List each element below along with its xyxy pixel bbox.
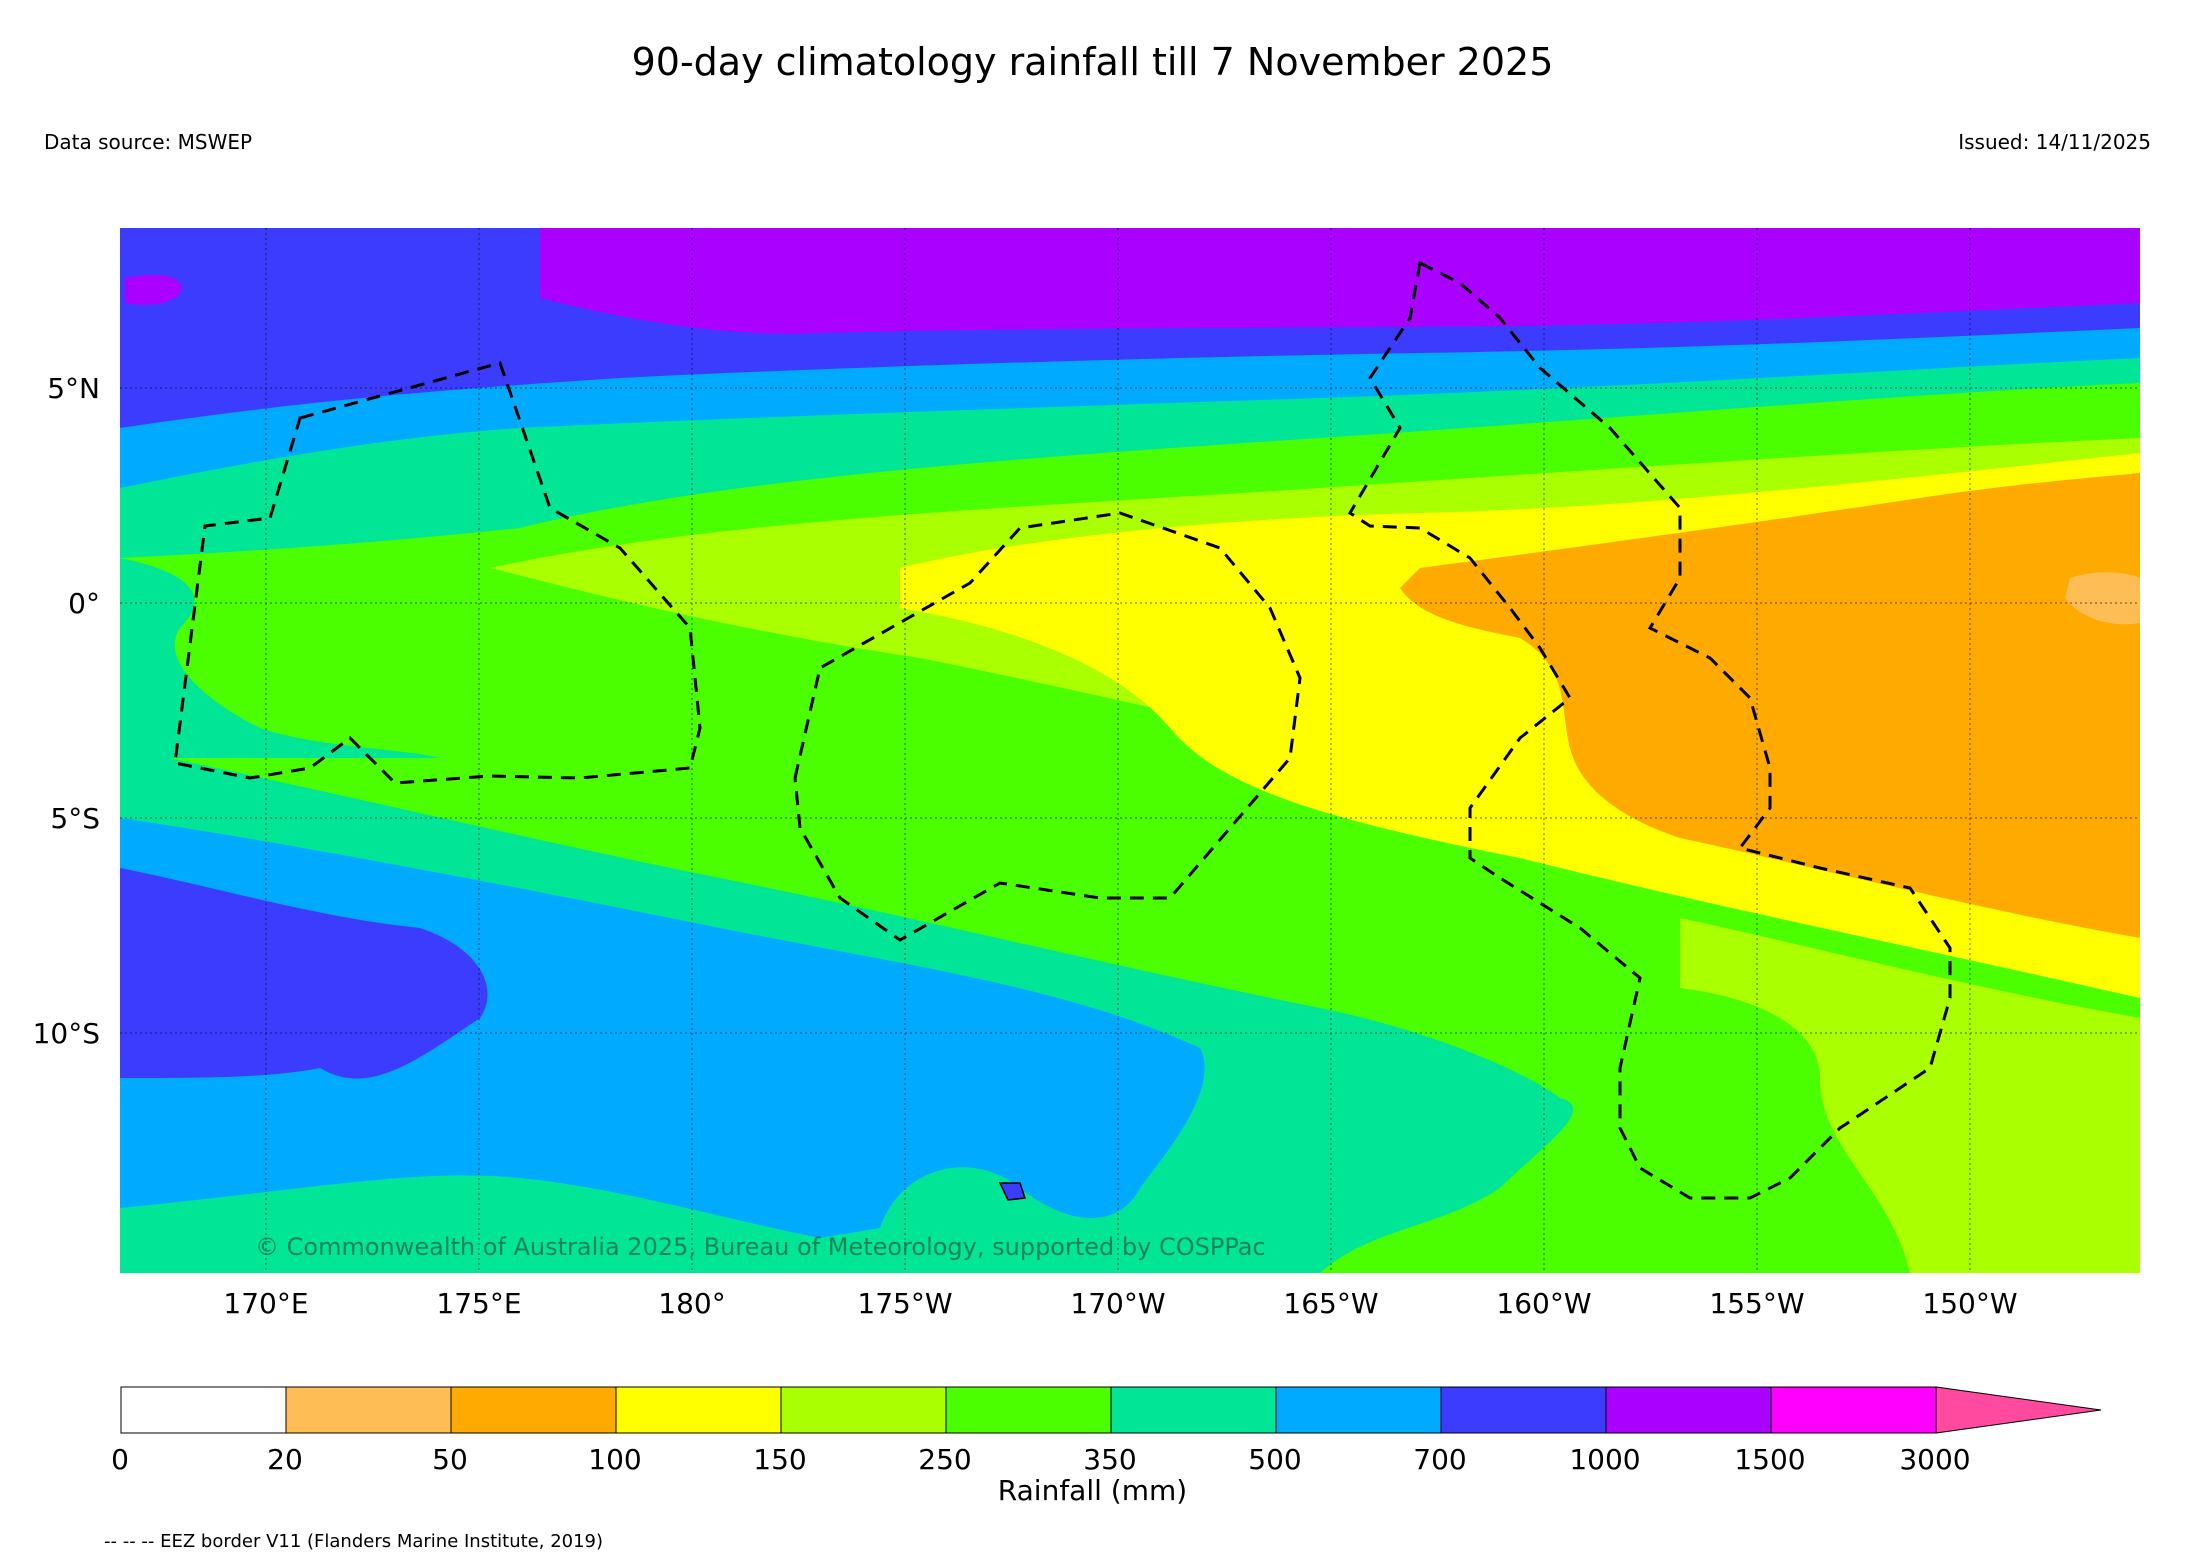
x-tick-label: 175°W <box>857 1287 953 1320</box>
copyright-credit: © Commonwealth of Australia 2025, Bureau… <box>255 1233 1266 1261</box>
colorbar-segment <box>120 1386 287 1434</box>
colorbar-title: Rainfall (mm) <box>997 1474 1188 1507</box>
colorbar-label: 700 <box>1413 1443 1467 1476</box>
rain-band-teal-west <box>120 558 440 758</box>
x-tick-label: 160°W <box>1496 1287 1592 1320</box>
rain-band-blue-south <box>120 818 1205 1238</box>
colorbar-label: 50 <box>432 1443 468 1476</box>
x-tick-label: 150°W <box>1922 1287 2018 1320</box>
rain-band-indigo-south <box>120 868 488 1079</box>
colorbar-segment <box>1605 1386 1772 1434</box>
rainfall-map <box>120 228 2140 1273</box>
data-source-label: Data source: MSWEP <box>44 130 253 154</box>
colorbar-segment <box>285 1386 452 1434</box>
colorbar-segment <box>615 1386 782 1434</box>
colorbar-segment <box>1440 1386 1607 1434</box>
colorbar-label: 500 <box>1248 1443 1302 1476</box>
rain-band-orange <box>1400 473 2140 938</box>
rain-band-purple <box>540 228 2140 334</box>
rain-band-purple-spot <box>125 275 182 305</box>
colorbar-label: 100 <box>588 1443 642 1476</box>
map-canvas <box>120 228 2140 1273</box>
colorbar-svg <box>120 1386 2102 1434</box>
x-tick-label: 180° <box>658 1287 726 1320</box>
colorbar-segment <box>780 1386 947 1434</box>
gridlines <box>120 228 2140 1273</box>
y-tick-label: 5°S <box>50 802 100 835</box>
colorbar-segment <box>1275 1386 1442 1434</box>
colorbar-label: 0 <box>111 1443 129 1476</box>
y-tick-label: 5°N <box>47 372 100 405</box>
colorbar-extend-arrow <box>1935 1386 2102 1434</box>
colorbar-label: 1500 <box>1734 1443 1806 1476</box>
chart-title: 90-day climatology rainfall till 7 Novem… <box>631 40 1554 84</box>
x-tick-label: 170°W <box>1070 1287 1166 1320</box>
colorbar-segment <box>1770 1386 1937 1434</box>
eez-border-east <box>1347 260 1952 1200</box>
y-tick-label: 10°S <box>32 1017 100 1050</box>
y-tick-label: 0° <box>68 587 100 620</box>
x-tick-label: 155°W <box>1709 1287 1805 1320</box>
colorbar <box>120 1385 2110 1439</box>
colorbar-segment <box>450 1386 617 1434</box>
rain-band-lightorange <box>2065 572 2140 625</box>
eez-borders <box>173 260 1952 1200</box>
colorbar-label: 250 <box>918 1443 972 1476</box>
rain-band-lightgreen-south <box>1680 918 2140 1273</box>
x-tick-label: 170°E <box>223 1287 309 1320</box>
x-tick-label: 175°E <box>436 1287 522 1320</box>
colorbar-label: 150 <box>753 1443 807 1476</box>
colorbar-label: 1000 <box>1569 1443 1641 1476</box>
colorbar-segment <box>945 1386 1112 1434</box>
issued-date-label: Issued: 14/11/2025 <box>1958 130 2151 154</box>
colorbar-label: 20 <box>267 1443 303 1476</box>
eez-footnote: -- -- -- EEZ border V11 (Flanders Marine… <box>104 1531 604 1552</box>
colorbar-label: 350 <box>1083 1443 1137 1476</box>
x-tick-label: 165°W <box>1283 1287 1379 1320</box>
colorbar-segment <box>1110 1386 1277 1434</box>
colorbar-label: 3000 <box>1899 1443 1971 1476</box>
island-polygon <box>998 1182 1027 1201</box>
